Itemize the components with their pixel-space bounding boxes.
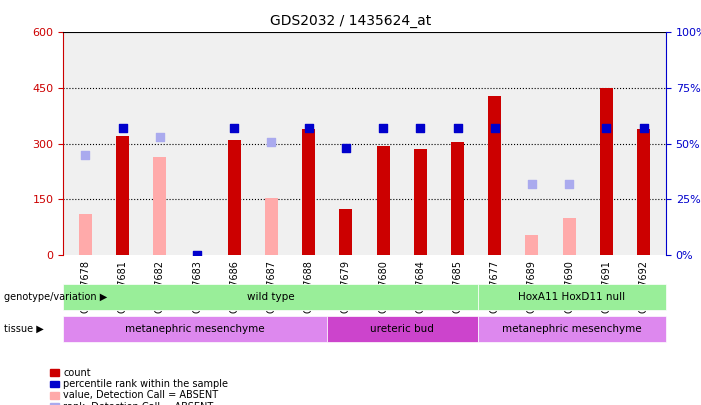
Point [303, 125, 314, 131]
Text: metanephric mesenchyme: metanephric mesenchyme [125, 324, 265, 334]
Text: metanephric mesenchyme: metanephric mesenchyme [502, 324, 641, 334]
Text: rank, Detection Call = ABSENT: rank, Detection Call = ABSENT [63, 402, 213, 405]
Text: genotype/variation ▶: genotype/variation ▶ [4, 292, 107, 302]
Bar [116, 136, 129, 255]
Text: GDS2032 / 1435624_at: GDS2032 / 1435624_at [270, 14, 431, 28]
Text: percentile rank within the sample: percentile rank within the sample [63, 379, 228, 389]
Point [601, 125, 612, 131]
Point [340, 145, 351, 151]
Bar [526, 235, 538, 255]
Point [638, 125, 649, 131]
Bar [600, 88, 613, 255]
Bar [414, 149, 427, 255]
Point [191, 252, 203, 258]
Point [452, 125, 463, 131]
Text: value, Detection Call = ABSENT: value, Detection Call = ABSENT [63, 390, 218, 400]
Bar [302, 129, 315, 255]
Bar [563, 218, 576, 255]
Point [266, 139, 277, 145]
Bar [637, 129, 650, 255]
Bar [79, 214, 92, 255]
Bar [489, 96, 501, 255]
Bar [228, 140, 240, 255]
Point [415, 125, 426, 131]
Text: ureteric bud: ureteric bud [370, 324, 434, 334]
Point [229, 125, 240, 131]
Point [80, 151, 91, 158]
Point [117, 125, 128, 131]
Point [564, 181, 575, 187]
Bar [376, 146, 390, 255]
Text: HoxA11 HoxD11 null: HoxA11 HoxD11 null [518, 292, 625, 302]
Point [526, 181, 538, 187]
Text: tissue ▶: tissue ▶ [4, 324, 43, 334]
Text: wild type: wild type [247, 292, 294, 302]
Bar [154, 157, 166, 255]
Point [378, 125, 389, 131]
Text: count: count [63, 368, 90, 377]
Bar [265, 198, 278, 255]
Bar [451, 142, 464, 255]
Bar [339, 209, 353, 255]
Point [154, 134, 165, 140]
Point [489, 125, 501, 131]
